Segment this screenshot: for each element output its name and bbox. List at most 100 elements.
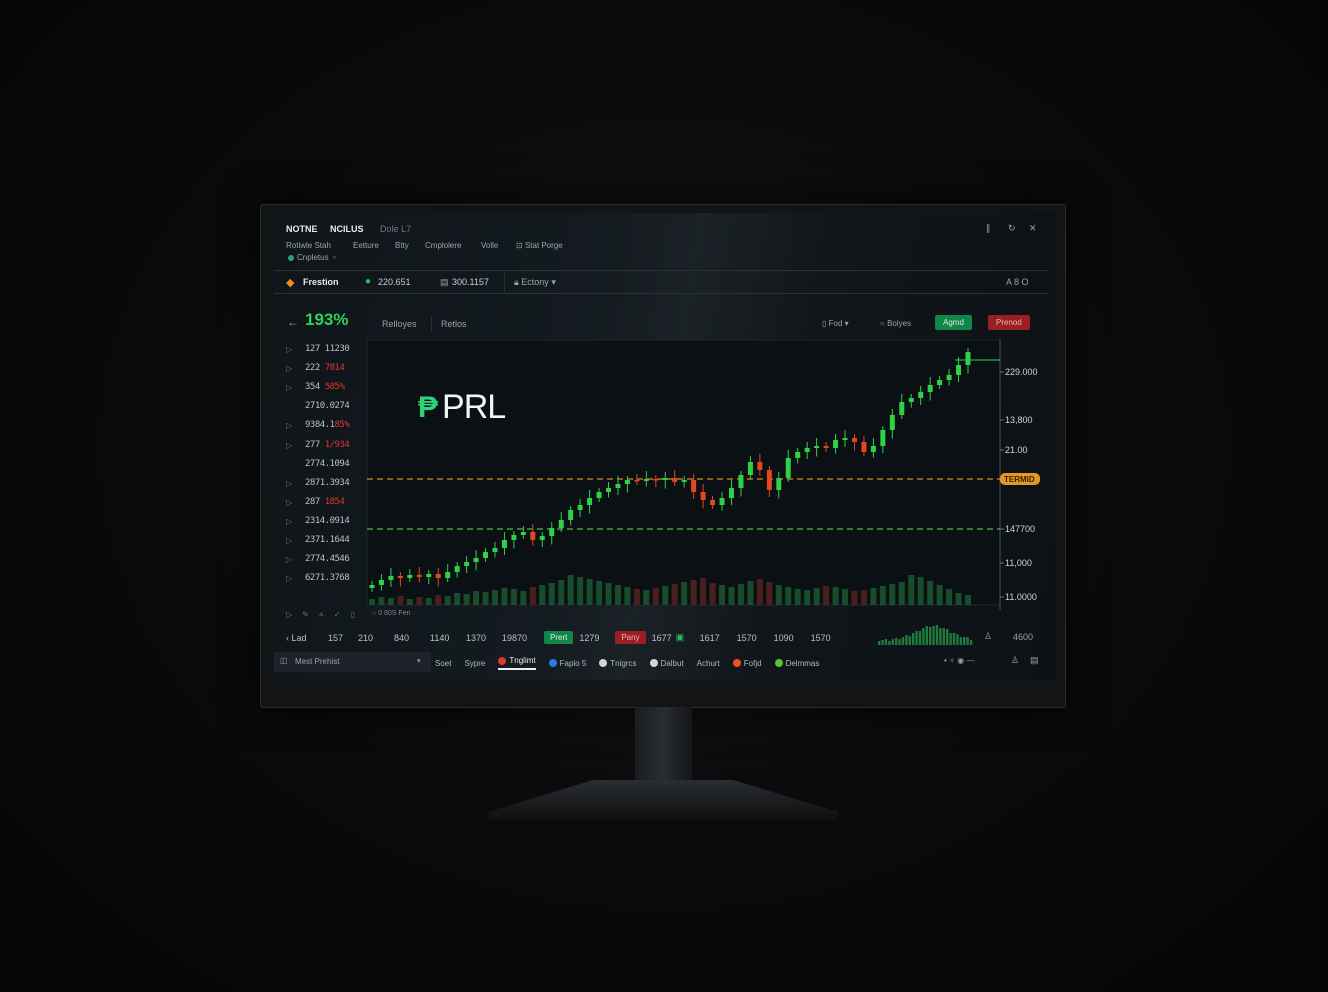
grid-icon[interactable]: ▣ bbox=[675, 632, 685, 642]
buy-button[interactable]: Agmd bbox=[935, 315, 972, 330]
timeline-buy-button[interactable]: Prert bbox=[544, 631, 574, 644]
timeline-sell-button[interactable]: Pany bbox=[615, 631, 646, 644]
panel-icon[interactable]: ▤ bbox=[1030, 655, 1039, 665]
candle bbox=[539, 536, 545, 540]
watchlist-item[interactable]: 9384.185% bbox=[305, 420, 350, 431]
mini-volume-bar bbox=[946, 629, 949, 645]
bottom-tab[interactable]: Faplo 5 bbox=[548, 658, 587, 668]
expand-arrow-icon[interactable]: ▷ bbox=[286, 574, 293, 584]
bottom-tab[interactable]: Dalbut bbox=[649, 659, 684, 668]
bolyes-button[interactable]: ○ Bolyes bbox=[880, 319, 912, 328]
volume-bar bbox=[605, 583, 612, 605]
watchlist-item[interactable]: 287 1854 bbox=[305, 496, 345, 507]
watchlist-value: 9384.1 bbox=[305, 420, 335, 431]
watchlist-item[interactable]: 2314.0914 bbox=[305, 516, 350, 526]
expand-arrow-icon[interactable]: ▷ bbox=[286, 497, 293, 507]
expand-arrow-icon[interactable]: ▷ bbox=[286, 345, 293, 354]
watchlist-item[interactable]: 2710.0274 bbox=[305, 401, 350, 411]
bottom-tab-label: Tnglimt bbox=[509, 656, 536, 665]
bottom-tab[interactable]: Sypre bbox=[464, 659, 485, 668]
history-select[interactable]: ◫ Mest Prehist ▾ bbox=[274, 652, 431, 672]
mini-volume-bar bbox=[959, 637, 962, 645]
watchlist-item[interactable]: 222 7814 bbox=[305, 363, 345, 373]
expand-arrow-icon[interactable]: ▷ bbox=[286, 383, 293, 393]
price-level-label: TERMID bbox=[1004, 475, 1035, 484]
timeline-label: 157 bbox=[328, 632, 344, 643]
bottom-tab[interactable]: Delmmas bbox=[774, 659, 819, 668]
watchlist-item[interactable]: 127 11230 bbox=[305, 344, 350, 354]
mini-volume-bar bbox=[966, 637, 969, 645]
category-dropdown[interactable]: 🔒︎ Ectony ▾ bbox=[514, 277, 556, 287]
expand-arrow-icon[interactable]: ▷ bbox=[286, 421, 293, 431]
price-level-badge bbox=[1000, 473, 1040, 485]
price-dot-icon: ● bbox=[365, 276, 372, 287]
check-icon[interactable]: ✓ bbox=[333, 609, 341, 619]
bottom-tab[interactable]: Tnigrcs bbox=[599, 659, 637, 668]
menu-item[interactable]: NCILUS bbox=[330, 224, 364, 234]
pencil-icon[interactable]: ✎ bbox=[302, 609, 309, 619]
mini-volume-bar bbox=[888, 641, 891, 645]
nav-item[interactable]: Rotiwle Stah bbox=[286, 241, 331, 250]
nav-item[interactable]: Cmplolere bbox=[425, 241, 462, 250]
fold-dropdown[interactable]: ▯ Fod ▾ bbox=[822, 319, 849, 328]
bottom-tab-label: Sypre bbox=[464, 658, 486, 668]
expand-arrow-icon[interactable]: ▷ bbox=[286, 536, 293, 545]
cursor-icon[interactable]: ▷ bbox=[286, 609, 293, 619]
back-arrow-icon[interactable]: ← bbox=[287, 315, 299, 329]
watchlist-item[interactable]: 2774.1094 bbox=[305, 459, 350, 469]
watchlist-change: 85% bbox=[334, 420, 350, 431]
expand-arrow-icon[interactable]: ▷ bbox=[286, 364, 293, 374]
restore-icon[interactable]: ↻ bbox=[1008, 223, 1016, 233]
sell-button[interactable]: Prenod bbox=[988, 315, 1030, 330]
tab-dot-icon bbox=[774, 659, 783, 667]
bottom-tab[interactable]: Soet bbox=[435, 659, 451, 668]
user-icon[interactable]: ♙ bbox=[1011, 655, 1020, 665]
minimize-icon[interactable]: ∥ bbox=[986, 223, 991, 233]
tab-retlos[interactable]: Retlos bbox=[441, 319, 467, 329]
candle bbox=[833, 440, 839, 448]
trash-icon[interactable]: ▯ bbox=[350, 609, 355, 619]
bottom-tab[interactable]: Tnglimt bbox=[498, 656, 536, 670]
alert-icon[interactable]: ♙ bbox=[984, 631, 993, 641]
mini-volume-bar bbox=[912, 633, 915, 645]
watchlist-item[interactable]: 2774.4546 bbox=[305, 554, 350, 564]
ticker-name[interactable]: Frestion bbox=[303, 277, 339, 287]
expand-arrow-icon[interactable]: ▷ bbox=[286, 440, 293, 450]
volume-bar bbox=[728, 587, 735, 605]
bottom-tab[interactable]: Fofjd bbox=[732, 659, 762, 668]
watchlist-change: 1854 bbox=[324, 496, 345, 507]
nav-item[interactable]: Volle bbox=[481, 241, 499, 250]
nav-item[interactable]: Btty bbox=[395, 241, 409, 250]
toolbar-icons[interactable]: • ♆ ◉ — bbox=[944, 656, 975, 665]
volume-bar bbox=[624, 587, 631, 605]
timeline-label: 210 bbox=[358, 632, 374, 643]
tab-relloyes[interactable]: Relloyes bbox=[382, 319, 417, 329]
nav-item[interactable]: Eetture bbox=[353, 241, 379, 250]
candle bbox=[530, 532, 536, 540]
watchlist-item[interactable]: 2871.3934 bbox=[305, 478, 350, 488]
expand-arrow-icon[interactable]: ▷ bbox=[286, 478, 293, 488]
candle bbox=[918, 392, 924, 398]
expand-arrow-icon[interactable]: ▷ bbox=[286, 516, 293, 526]
watchlist-item[interactable]: 354 585% bbox=[305, 382, 345, 392]
timeline-right-value: 4600 bbox=[1013, 632, 1034, 642]
shape-icon[interactable]: ⟑ bbox=[318, 609, 324, 618]
page-link[interactable]: ⊡ Stat Porge bbox=[516, 241, 563, 250]
volume-bar bbox=[387, 598, 394, 605]
account-icons[interactable]: A 8 O bbox=[1006, 277, 1029, 287]
watchlist-item[interactable]: 277 1/934 bbox=[305, 440, 350, 450]
ticker-logo-icon: ◆ bbox=[286, 277, 295, 289]
menu-item[interactable]: NOTNE bbox=[286, 224, 318, 234]
expand-arrow-icon[interactable]: ▷ bbox=[286, 555, 293, 565]
candle bbox=[738, 475, 744, 488]
volume-bar bbox=[775, 585, 782, 605]
bottom-tab[interactable]: Achurt bbox=[697, 659, 720, 668]
watchlist-item[interactable]: 6271.3768 bbox=[305, 573, 350, 583]
watchlist-item[interactable]: 2371.1644 bbox=[305, 535, 350, 545]
candle bbox=[728, 488, 734, 498]
volume-bar bbox=[435, 595, 442, 605]
monitor-stand-neck bbox=[635, 707, 692, 781]
close-icon[interactable]: ✕ bbox=[1029, 223, 1037, 233]
bottom-tab-label: Faplo 5 bbox=[559, 658, 587, 668]
